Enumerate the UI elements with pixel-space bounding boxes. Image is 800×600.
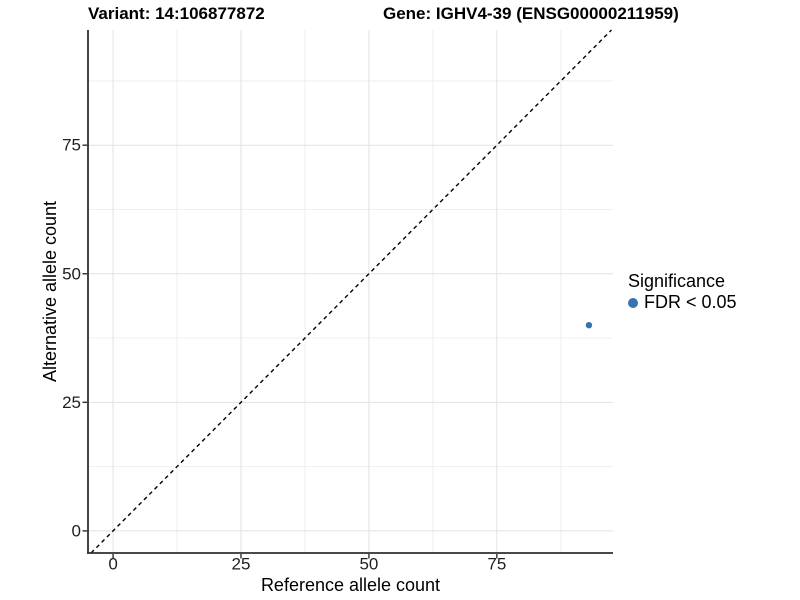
y-tick-label: 25 [62, 393, 81, 412]
y-axis-title: Alternative allele count [40, 201, 60, 382]
legend-title: Significance [628, 271, 726, 291]
x-axis-title: Reference allele count [261, 575, 440, 595]
x-tick-label: 75 [487, 555, 506, 574]
y-tick-label: 50 [62, 264, 81, 283]
y-tick-label: 75 [62, 136, 81, 155]
legend-point-icon [628, 297, 638, 308]
x-tick-label: 25 [232, 555, 251, 574]
legend-item-label: FDR < 0.05 [644, 292, 737, 312]
gene-title: Gene: IGHV4-39 (ENSG00000211959) [383, 4, 679, 23]
x-tick-label: 0 [108, 555, 117, 574]
legend: Significance FDR < 0.05 [628, 271, 737, 313]
data-point [585, 321, 593, 329]
legend-item: FDR < 0.05 [628, 292, 737, 313]
y-tick-label: 0 [72, 521, 81, 540]
variant-title: Variant: 14:106877872 [88, 4, 265, 23]
x-tick-label: 50 [359, 555, 378, 574]
identity-dashed-line [90, 29, 612, 554]
